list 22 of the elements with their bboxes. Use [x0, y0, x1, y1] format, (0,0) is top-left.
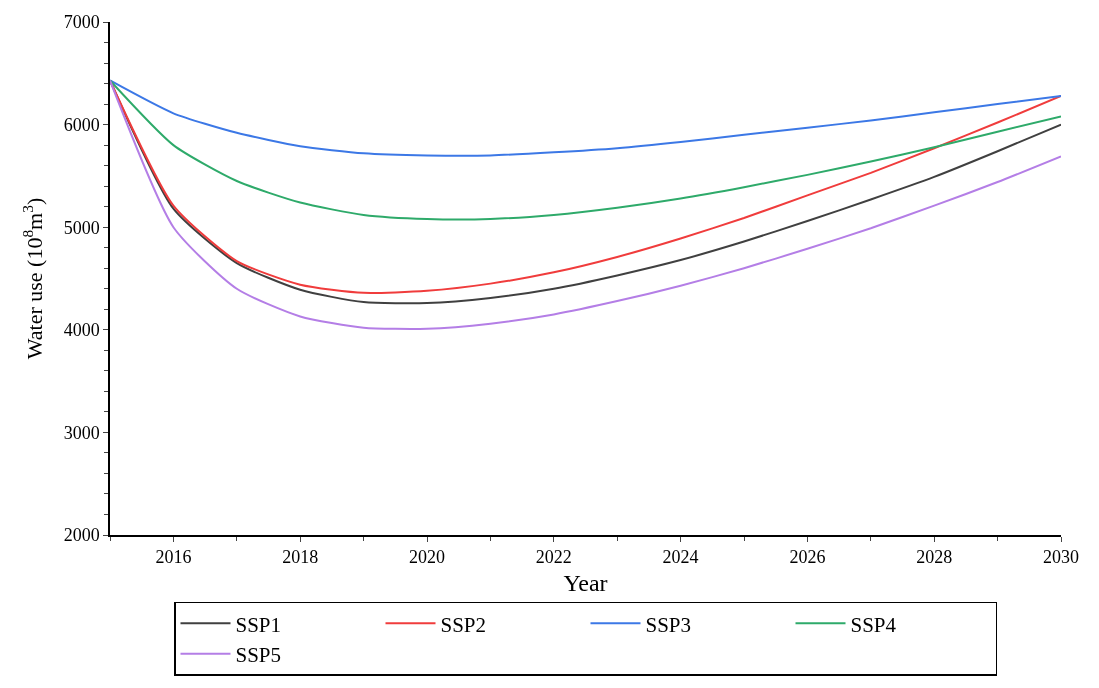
y-tick-label: 6000: [63, 114, 100, 135]
x-tick-label: 2026: [789, 547, 826, 568]
legend-label: SSP5: [235, 642, 282, 667]
legend-label: SSP4: [850, 612, 897, 637]
line-series: [110, 79, 1061, 157]
y-tick-label: 3000: [63, 422, 100, 443]
x-tick-label: 2016: [155, 547, 192, 568]
y-tick-label: 2000: [63, 525, 100, 546]
legend-label: SSP2: [440, 612, 487, 637]
x-tick-label: 2022: [535, 547, 572, 568]
x-tick-label: 2030: [1043, 547, 1079, 568]
legend-label: SSP3: [645, 612, 692, 637]
y-tick-label: 7000: [63, 12, 100, 33]
y-tick-label: 4000: [63, 320, 100, 341]
x-tick-label: 2028: [916, 547, 953, 568]
y-tick-label: 5000: [63, 217, 100, 238]
x-tick-label: 2024: [662, 547, 699, 568]
x-axis-title: Year: [563, 570, 608, 597]
x-tick-label: 2018: [282, 547, 319, 568]
x-tick-label: 2020: [409, 547, 445, 568]
line-series: [110, 79, 1061, 221]
legend-label: SSP1: [235, 612, 282, 637]
